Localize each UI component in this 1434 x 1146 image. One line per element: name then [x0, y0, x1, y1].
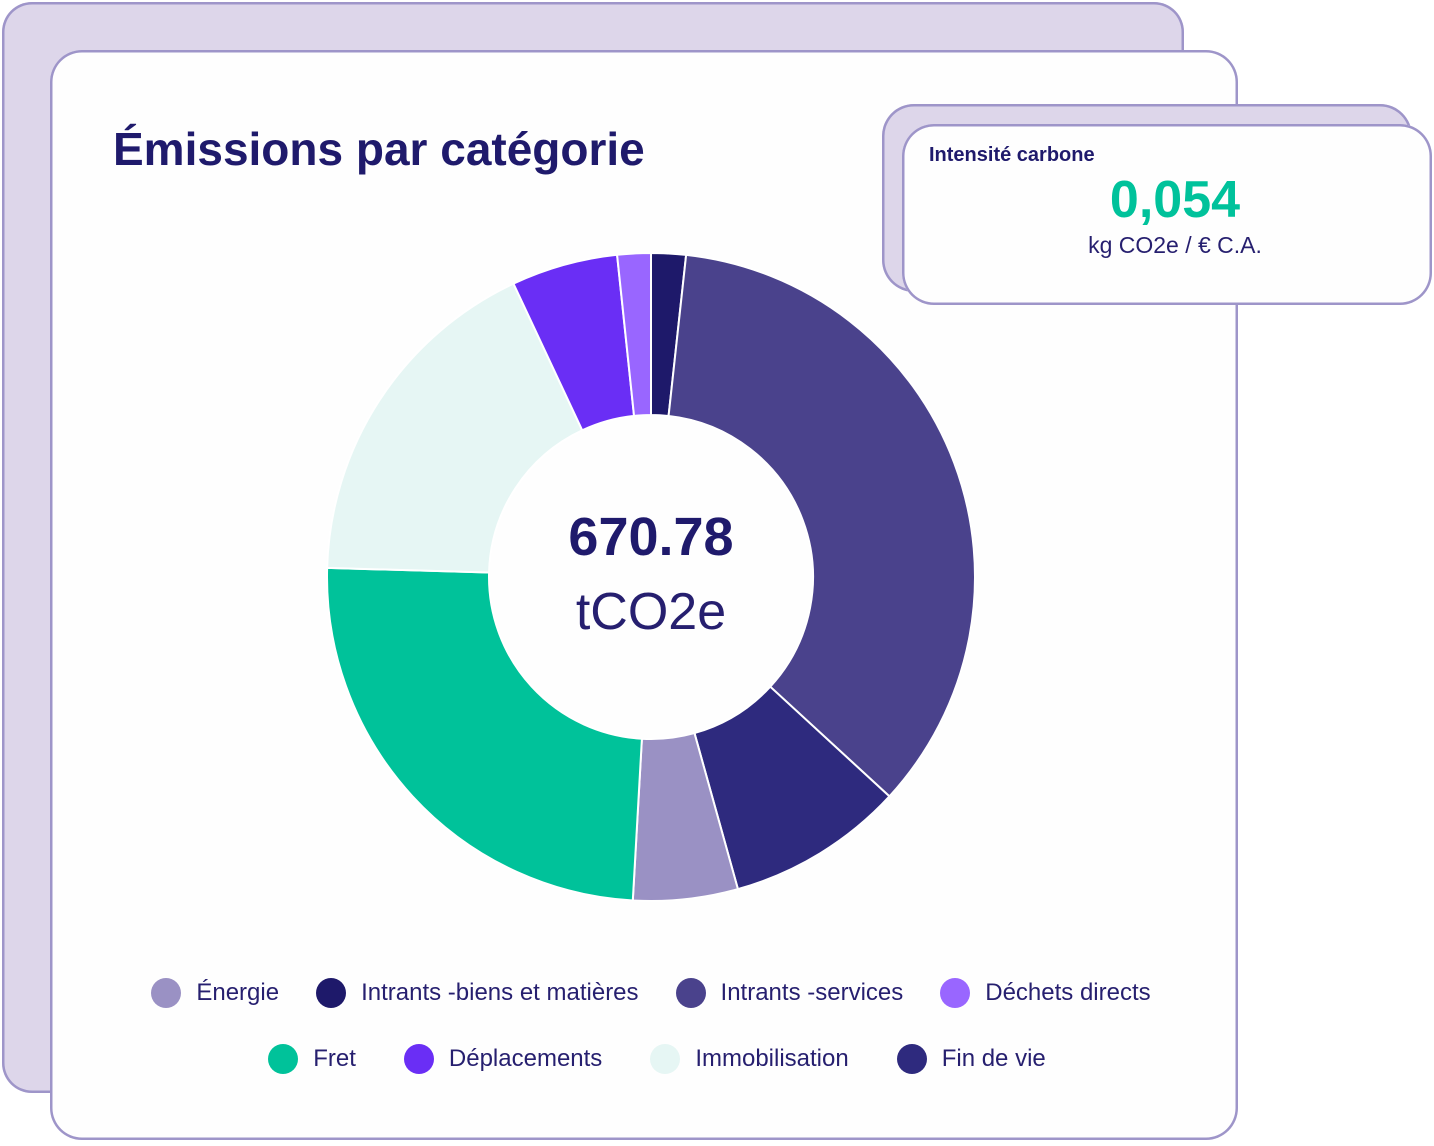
- intensity-unit: kg CO2e / € C.A.: [1088, 232, 1262, 258]
- donut-slice-intrants-services: [667, 253, 976, 798]
- legend-item-energie[interactable]: Énergie: [151, 978, 279, 1008]
- legend-swatch: [316, 978, 347, 1008]
- legend-swatch: [151, 978, 182, 1008]
- legend-swatch: [650, 1044, 681, 1074]
- legend-swatch: [896, 1044, 927, 1074]
- chart-title: Émissions par catégorie: [113, 123, 645, 175]
- legend-swatch: [940, 978, 971, 1008]
- legend-swatch: [403, 1044, 434, 1074]
- legend-item-intrants-services[interactable]: Intrants -services: [675, 978, 904, 1008]
- legend-item-dechets-directs[interactable]: Déchets directs: [940, 978, 1151, 1008]
- legend-item-immobilisation[interactable]: Immobilisation: [650, 1044, 849, 1074]
- legend-item-fret[interactable]: Fret: [268, 1044, 356, 1074]
- legend-item-fin-de-vie[interactable]: Fin de vie: [896, 1044, 1046, 1074]
- legend-item-deplacements[interactable]: Déplacements: [403, 1044, 603, 1074]
- legend-label: Déchets directs: [985, 979, 1151, 1006]
- legend-item-intrants-biens-et-matieres[interactable]: Intrants -biens et matières: [316, 978, 639, 1008]
- legend-label: Fin de vie: [941, 1045, 1046, 1072]
- total-emissions-value: 670.78: [568, 507, 734, 567]
- legend-swatch: [268, 1044, 299, 1074]
- legend-label: Énergie: [196, 979, 280, 1006]
- legend-label: Fret: [313, 1045, 356, 1072]
- legend-label: Intrants -biens et matières: [361, 979, 639, 1006]
- legend-label: Immobilisation: [695, 1045, 849, 1072]
- donut-chart: [326, 252, 976, 902]
- legend-label: Intrants -services: [720, 979, 904, 1006]
- legend-row: Énergie Intrants -biens et matières Intr…: [101, 978, 1201, 1008]
- donut-slice-immobilisation: [326, 282, 584, 574]
- intensity-title: Intensité carbone: [929, 144, 1095, 166]
- legend-row: Fret Déplacements Immobilisation Fin de …: [107, 1044, 1207, 1074]
- total-emissions-unit: tCO2e: [575, 583, 727, 641]
- donut-slice-dechets-directs: [616, 252, 652, 417]
- carbon-intensity-card: Intensité carbone 0,054 kg CO2e / € C.A.: [902, 124, 1432, 305]
- legend-swatch: [675, 978, 706, 1008]
- donut-slice-fret: [326, 566, 643, 902]
- intensity-value: 0,054: [1109, 171, 1241, 229]
- legend-label: Déplacements: [448, 1045, 603, 1072]
